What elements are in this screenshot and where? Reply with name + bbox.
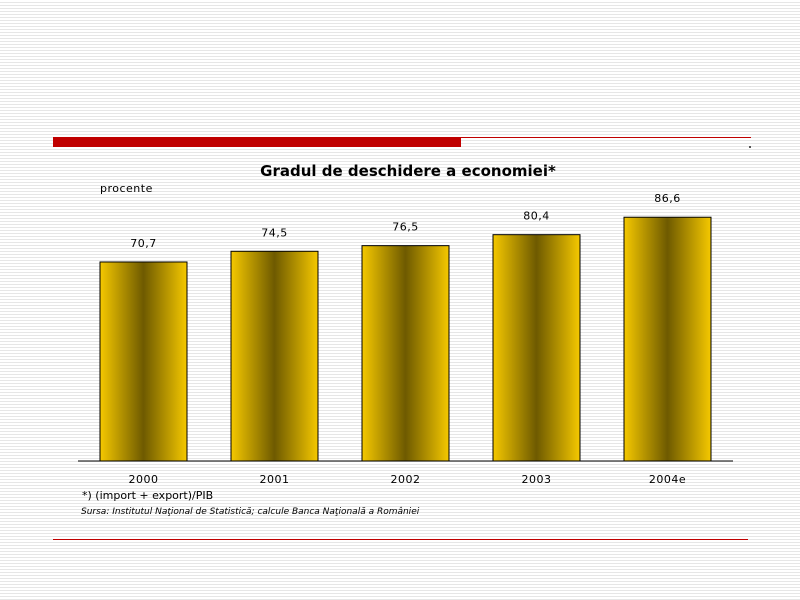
- source-note: Sursa: Institutul Naţional de Statistică…: [81, 507, 420, 517]
- bar-2000: [99, 261, 188, 462]
- x-tick-label-2003: 2003: [522, 473, 552, 486]
- bar-2004e: [623, 216, 712, 462]
- bar-2002: [361, 245, 450, 462]
- value-label-2003: 80,4: [523, 210, 550, 223]
- footnote: *) (import + export)/PIB: [82, 489, 214, 502]
- header-accent-line: [461, 137, 751, 138]
- bar-2001: [230, 250, 319, 462]
- header-accent-bar: [53, 137, 461, 147]
- x-tick-label-2000: 2000: [129, 473, 159, 486]
- value-label-2002: 76,5: [392, 221, 419, 234]
- x-tick-label-2002: 2002: [391, 473, 421, 486]
- footer-accent-line: [53, 539, 748, 540]
- value-label-2001: 74,5: [261, 226, 288, 239]
- chart-title: Gradul de deschidere a economiei*: [260, 162, 556, 180]
- value-label-2004e: 86,6: [654, 192, 681, 205]
- bar-2003: [492, 234, 581, 462]
- x-tick-label-2004e: 2004e: [649, 473, 686, 486]
- x-tick-label-2001: 2001: [260, 473, 290, 486]
- decorative-dot: [749, 146, 751, 148]
- y-axis-unit-label: procente: [100, 182, 153, 195]
- value-label-2000: 70,7: [130, 237, 157, 250]
